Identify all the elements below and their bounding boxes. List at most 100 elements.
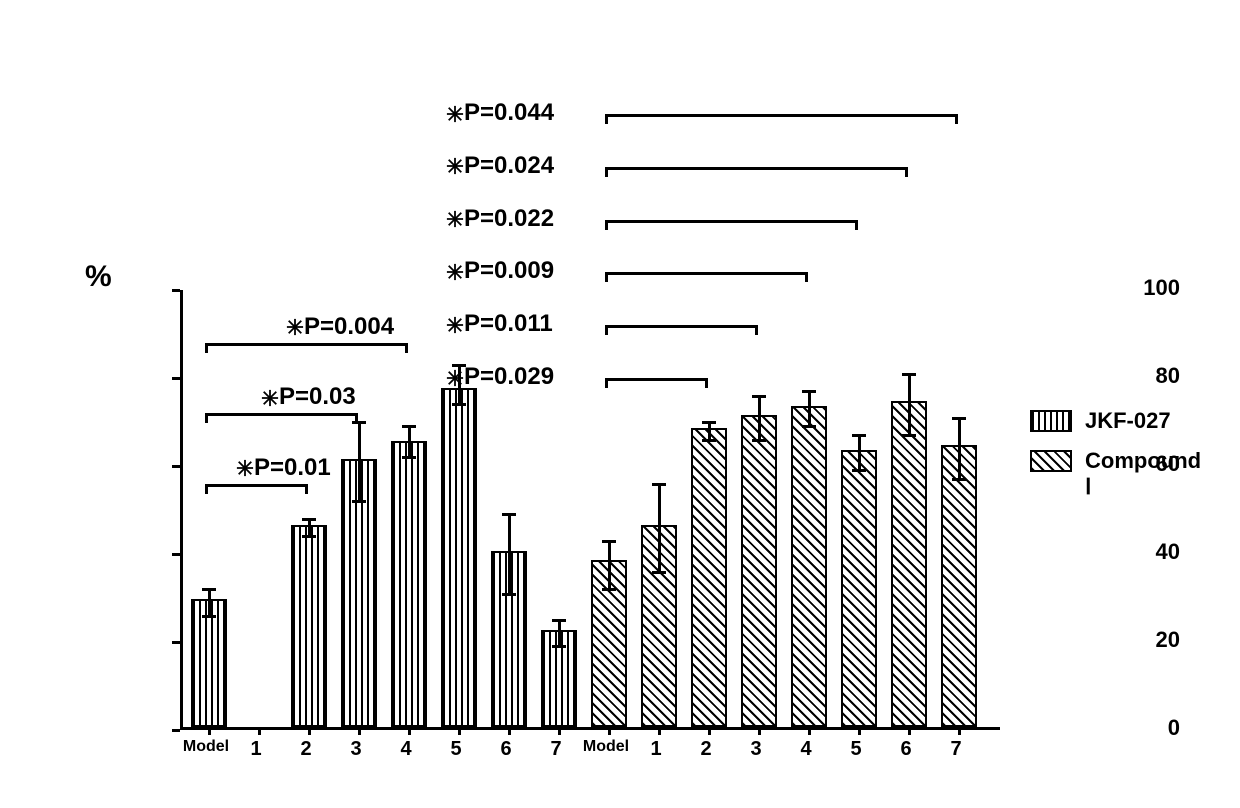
x-tick-label: Model — [183, 738, 229, 756]
x-tick — [608, 727, 611, 735]
plot-area — [180, 290, 1000, 730]
bracket-leg — [605, 378, 608, 388]
significance-bracket — [606, 325, 756, 328]
y-tick-label: 0 — [1074, 715, 1180, 741]
error-cap — [602, 588, 616, 591]
p-value-text: P=0.011 — [464, 310, 553, 337]
error-bar — [308, 519, 311, 537]
bar — [191, 599, 227, 727]
p-value-text: P=0.022 — [464, 205, 554, 232]
p-value-text: P=0.03 — [279, 383, 356, 410]
bracket-leg — [205, 484, 208, 494]
x-tick — [558, 727, 561, 735]
significance-bracket — [606, 114, 956, 117]
p-value-label: P=0.022 — [446, 205, 554, 233]
significance-bracket — [206, 484, 306, 487]
legend-swatch — [1030, 410, 1072, 432]
legend-label: Compound Ⅰ — [1085, 448, 1201, 500]
p-value-text: P=0.01 — [254, 454, 331, 481]
bar — [891, 401, 927, 727]
significance-star-icon — [446, 157, 464, 175]
x-tick-label: 2 — [700, 738, 711, 761]
p-value-text: P=0.029 — [464, 363, 554, 390]
p-value-text: P=0.024 — [464, 152, 554, 179]
error-bar — [408, 426, 411, 457]
significance-star-icon — [236, 459, 254, 477]
bar — [841, 450, 877, 727]
significance-bracket — [206, 343, 406, 346]
x-tick-label: 1 — [650, 738, 661, 761]
bar — [441, 388, 477, 727]
bar — [291, 525, 327, 727]
significance-bracket — [206, 413, 356, 416]
x-tick-label: 5 — [450, 738, 461, 761]
bracket-leg — [605, 220, 608, 230]
error-cap — [502, 593, 516, 596]
x-tick — [758, 727, 761, 735]
error-cap — [802, 425, 816, 428]
y-tick — [172, 553, 180, 556]
p-value-text: P=0.009 — [464, 257, 554, 284]
significance-star-icon — [446, 369, 464, 387]
bracket-leg — [205, 343, 208, 353]
y-tick — [172, 641, 180, 644]
bracket-leg — [605, 167, 608, 177]
bracket-leg — [755, 325, 758, 335]
x-tick — [408, 727, 411, 735]
significance-star-icon — [446, 210, 464, 228]
error-bar — [608, 541, 611, 589]
error-cap — [752, 439, 766, 442]
bar — [391, 441, 427, 727]
bracket-leg — [605, 272, 608, 282]
error-cap — [602, 540, 616, 543]
error-bar — [358, 422, 361, 501]
significance-bracket — [606, 167, 906, 170]
error-bar — [908, 374, 911, 436]
significance-star-icon — [261, 389, 279, 407]
x-tick-label: 7 — [950, 738, 961, 761]
error-cap — [852, 434, 866, 437]
error-bar — [758, 396, 761, 440]
bracket-leg — [205, 413, 208, 423]
p-value-label: P=0.03 — [261, 383, 356, 411]
error-cap — [902, 373, 916, 376]
legend-label: JKF-027 — [1085, 408, 1171, 434]
error-bar — [508, 514, 511, 593]
error-cap — [752, 395, 766, 398]
bracket-leg — [355, 413, 358, 423]
significance-star-icon — [446, 316, 464, 334]
x-tick — [908, 727, 911, 735]
error-cap — [502, 513, 516, 516]
x-tick-label: 5 — [850, 738, 861, 761]
bracket-leg — [905, 167, 908, 177]
x-tick — [708, 727, 711, 735]
y-tick — [172, 465, 180, 468]
x-tick — [958, 727, 961, 735]
significance-star-icon — [446, 105, 464, 123]
x-tick-label: 7 — [550, 738, 561, 761]
bar — [791, 406, 827, 727]
x-tick-label: Model — [583, 738, 629, 756]
x-tick — [258, 727, 261, 735]
x-tick — [308, 727, 311, 735]
x-tick-label: 3 — [350, 738, 361, 761]
error-bar — [958, 418, 961, 480]
legend-swatch — [1030, 450, 1072, 472]
significance-bracket — [606, 378, 706, 381]
error-cap — [702, 439, 716, 442]
bracket-leg — [705, 378, 708, 388]
x-tick — [208, 727, 211, 735]
y-tick-label: 100 — [1074, 275, 1180, 301]
significance-star-icon — [286, 318, 304, 336]
bracket-leg — [855, 220, 858, 230]
error-cap — [402, 425, 416, 428]
error-cap — [302, 535, 316, 538]
x-tick — [808, 727, 811, 735]
x-tick — [658, 727, 661, 735]
x-tick-label: 4 — [400, 738, 411, 761]
significance-bracket — [606, 272, 806, 275]
error-cap — [902, 434, 916, 437]
error-cap — [202, 588, 216, 591]
bracket-leg — [805, 272, 808, 282]
x-tick — [508, 727, 511, 735]
